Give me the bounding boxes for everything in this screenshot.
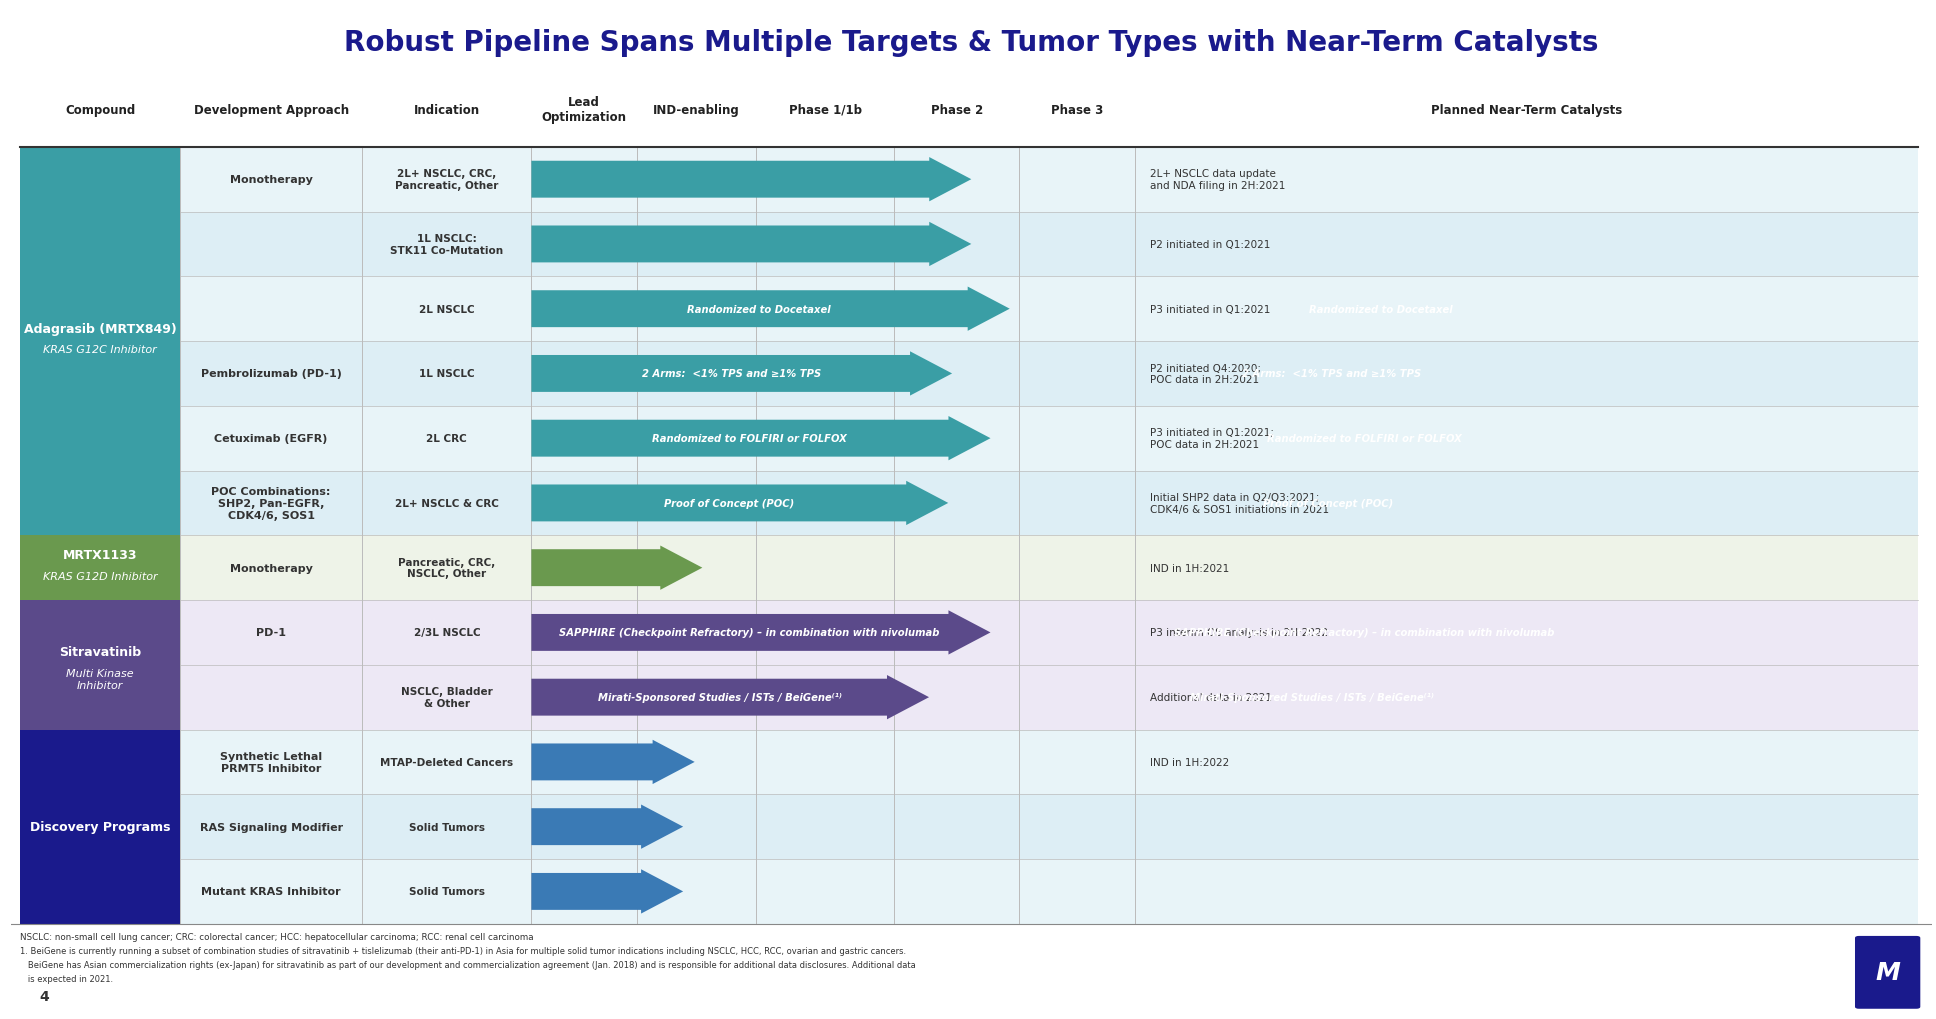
FancyArrow shape bbox=[530, 546, 703, 590]
Text: MTAP-Deleted Cancers: MTAP-Deleted Cancers bbox=[379, 757, 513, 767]
Text: IND in 1H:2021: IND in 1H:2021 bbox=[1150, 564, 1229, 573]
Text: Mutant KRAS Inhibitor: Mutant KRAS Inhibitor bbox=[201, 887, 341, 897]
Text: Development Approach: Development Approach bbox=[194, 104, 348, 117]
Text: Additional data in 2021: Additional data in 2021 bbox=[1150, 693, 1272, 702]
Text: 2L+ NSCLC data update
and NDA filing in 2H:2021: 2L+ NSCLC data update and NDA filing in … bbox=[1150, 169, 1286, 191]
Text: IND-enabling: IND-enabling bbox=[652, 104, 740, 117]
Text: Multi Kinase
Inhibitor: Multi Kinase Inhibitor bbox=[66, 668, 134, 690]
Bar bbox=[21, 730, 1919, 795]
Bar bbox=[21, 536, 1919, 600]
Text: POC Combinations:
SHP2, Pan-EGFR,
CDK4/6, SOS1: POC Combinations: SHP2, Pan-EGFR, CDK4/6… bbox=[211, 487, 331, 520]
Bar bbox=[21, 730, 180, 924]
Text: Monotherapy: Monotherapy bbox=[230, 175, 312, 185]
Text: Compound: Compound bbox=[66, 104, 136, 117]
Text: Phase 2: Phase 2 bbox=[931, 104, 983, 117]
FancyArrow shape bbox=[530, 676, 929, 719]
Bar bbox=[21, 341, 1919, 407]
Text: 1. BeiGene is currently running a subset of combination studies of sitravatinib : 1. BeiGene is currently running a subset… bbox=[21, 946, 906, 955]
Bar bbox=[21, 665, 1919, 730]
Text: Randomized to Docetaxel: Randomized to Docetaxel bbox=[1309, 305, 1452, 315]
Text: SAPPHIRE (Checkpoint Refractory) – in combination with nivolumab: SAPPHIRE (Checkpoint Refractory) – in co… bbox=[560, 628, 939, 638]
Text: Synthetic Lethal
PRMT5 Inhibitor: Synthetic Lethal PRMT5 Inhibitor bbox=[221, 751, 321, 773]
Text: KRAS G12C Inhibitor: KRAS G12C Inhibitor bbox=[43, 345, 157, 355]
Text: P3 initiated in Q1:2021: P3 initiated in Q1:2021 bbox=[1150, 305, 1270, 315]
Text: Randomized to Docetaxel: Randomized to Docetaxel bbox=[687, 305, 831, 315]
Text: is expected in 2021.: is expected in 2021. bbox=[21, 974, 114, 983]
Text: Randomized to FOLFIRI or FOLFOX: Randomized to FOLFIRI or FOLFOX bbox=[652, 434, 846, 443]
FancyArrow shape bbox=[530, 417, 991, 461]
Text: P3 interim OS analysis in 2H:2022: P3 interim OS analysis in 2H:2022 bbox=[1150, 628, 1328, 638]
Text: Mirati-Sponsored Studies / ISTs / BeiGene⁽¹⁾: Mirati-Sponsored Studies / ISTs / BeiGen… bbox=[598, 693, 842, 702]
Bar bbox=[21, 859, 1919, 924]
Text: Mirati-Sponsored Studies / ISTs / BeiGene⁽¹⁾: Mirati-Sponsored Studies / ISTs / BeiGen… bbox=[1191, 693, 1435, 702]
Bar bbox=[21, 795, 1919, 859]
Text: Proof of Concept (POC): Proof of Concept (POC) bbox=[664, 498, 794, 508]
Text: Pancreatic, CRC,
NSCLC, Other: Pancreatic, CRC, NSCLC, Other bbox=[399, 557, 496, 579]
Text: M: M bbox=[1876, 960, 1899, 984]
FancyArrow shape bbox=[530, 481, 949, 526]
Text: Cetuximab (EGFR): Cetuximab (EGFR) bbox=[215, 434, 327, 443]
Text: IND in 1H:2022: IND in 1H:2022 bbox=[1150, 757, 1229, 767]
Text: Randomized to FOLFIRI or FOLFOX: Randomized to FOLFIRI or FOLFOX bbox=[1266, 434, 1462, 443]
Text: Pembrolizumab (PD-1): Pembrolizumab (PD-1) bbox=[201, 369, 341, 379]
Text: 2 Arms:  <1% TPS and ≥1% TPS: 2 Arms: <1% TPS and ≥1% TPS bbox=[641, 369, 821, 379]
Text: Lead
Optimization: Lead Optimization bbox=[542, 97, 627, 124]
Text: NSCLC: non-small cell lung cancer; CRC: colorectal cancer; HCC: hepatocellular c: NSCLC: non-small cell lung cancer; CRC: … bbox=[21, 932, 534, 941]
Text: Solid Tumors: Solid Tumors bbox=[408, 822, 484, 832]
Text: Proof of Concept (POC): Proof of Concept (POC) bbox=[1262, 498, 1394, 508]
Text: RAS Signaling Modifier: RAS Signaling Modifier bbox=[199, 822, 343, 832]
Bar bbox=[21, 471, 1919, 536]
FancyBboxPatch shape bbox=[1855, 936, 1921, 1009]
Text: 2 Arms:  <1% TPS and ≥1% TPS: 2 Arms: <1% TPS and ≥1% TPS bbox=[1241, 369, 1421, 379]
FancyArrow shape bbox=[530, 805, 683, 849]
Bar bbox=[21, 148, 1919, 212]
Text: P2 initiated Q4:2020;
POC data in 2H:2021: P2 initiated Q4:2020; POC data in 2H:202… bbox=[1150, 364, 1260, 385]
Bar bbox=[21, 407, 1919, 471]
Bar bbox=[21, 148, 180, 536]
Bar bbox=[21, 212, 1919, 277]
Text: 2L+ NSCLC, CRC,
Pancreatic, Other: 2L+ NSCLC, CRC, Pancreatic, Other bbox=[395, 169, 499, 191]
FancyArrow shape bbox=[530, 287, 1011, 331]
Text: Monotherapy: Monotherapy bbox=[230, 564, 312, 573]
Text: Solid Tumors: Solid Tumors bbox=[408, 887, 484, 897]
Text: KRAS G12D Inhibitor: KRAS G12D Inhibitor bbox=[43, 572, 157, 582]
Text: SAPPHIRE (Checkpoint Refractory) – in combination with nivolumab: SAPPHIRE (Checkpoint Refractory) – in co… bbox=[1173, 628, 1555, 638]
Text: Robust Pipeline Spans Multiple Targets & Tumor Types with Near-Term Catalysts: Robust Pipeline Spans Multiple Targets &… bbox=[345, 30, 1599, 57]
Text: BeiGene has Asian commercialization rights (ex-Japan) for sitravatinib as part o: BeiGene has Asian commercialization righ… bbox=[21, 960, 916, 969]
Bar bbox=[21, 536, 180, 600]
Text: NSCLC, Bladder
& Other: NSCLC, Bladder & Other bbox=[401, 687, 494, 708]
Text: Initial SHP2 data in Q2/Q3:2021;
CDK4/6 & SOS1 initiations in 2021: Initial SHP2 data in Q2/Q3:2021; CDK4/6 … bbox=[1150, 492, 1330, 515]
Text: Phase 3: Phase 3 bbox=[1051, 104, 1104, 117]
Text: Sitravatinib: Sitravatinib bbox=[58, 646, 141, 658]
Text: Planned Near-Term Catalysts: Planned Near-Term Catalysts bbox=[1431, 104, 1622, 117]
FancyArrow shape bbox=[530, 352, 953, 396]
Text: P2 initiated in Q1:2021: P2 initiated in Q1:2021 bbox=[1150, 239, 1270, 250]
Text: MRTX1133: MRTX1133 bbox=[62, 548, 137, 561]
Text: 1L NSCLC: 1L NSCLC bbox=[418, 369, 474, 379]
FancyArrow shape bbox=[530, 158, 972, 202]
Text: P3 initiated in Q1:2021;
POC data in 2H:2021: P3 initiated in Q1:2021; POC data in 2H:… bbox=[1150, 428, 1274, 449]
Text: 1L NSCLC:
STK11 Co-Mutation: 1L NSCLC: STK11 Co-Mutation bbox=[391, 234, 503, 256]
Text: Phase 1/1b: Phase 1/1b bbox=[788, 104, 862, 117]
Text: PD-1: PD-1 bbox=[256, 628, 287, 638]
FancyArrow shape bbox=[530, 740, 695, 785]
Text: Discovery Programs: Discovery Programs bbox=[29, 820, 170, 834]
Text: 2/3L NSCLC: 2/3L NSCLC bbox=[414, 628, 480, 638]
FancyArrow shape bbox=[530, 610, 991, 655]
Text: 2L CRC: 2L CRC bbox=[426, 434, 467, 443]
FancyArrow shape bbox=[530, 869, 683, 914]
Text: 2L+ NSCLC & CRC: 2L+ NSCLC & CRC bbox=[395, 498, 499, 508]
Text: 4: 4 bbox=[39, 988, 48, 1003]
Text: Adagrasib (MRTX849): Adagrasib (MRTX849) bbox=[23, 322, 176, 335]
Bar bbox=[21, 600, 1919, 665]
Bar bbox=[21, 277, 1919, 341]
Text: Indication: Indication bbox=[414, 104, 480, 117]
FancyArrow shape bbox=[530, 222, 972, 267]
Bar bbox=[21, 600, 180, 730]
Text: 2L NSCLC: 2L NSCLC bbox=[418, 305, 474, 315]
